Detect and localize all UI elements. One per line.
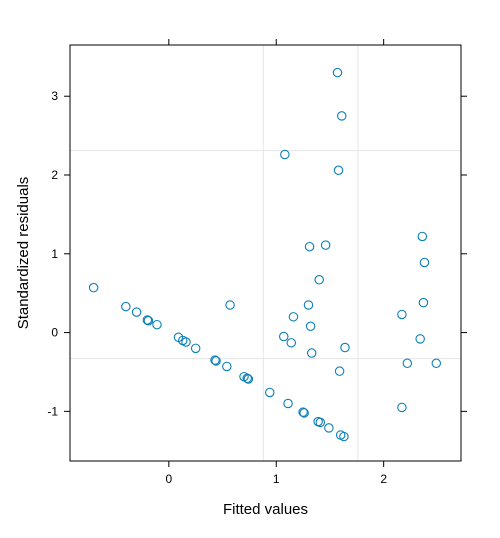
data-points bbox=[88, 67, 442, 442]
data-point bbox=[299, 408, 309, 418]
data-point bbox=[181, 337, 191, 347]
data-point bbox=[402, 358, 413, 369]
data-point bbox=[337, 111, 347, 121]
data-point bbox=[210, 355, 220, 365]
data-point bbox=[431, 358, 442, 369]
data-point bbox=[243, 374, 254, 384]
data-point bbox=[417, 231, 428, 242]
data-point bbox=[298, 407, 308, 417]
data-point bbox=[288, 312, 299, 322]
data-point bbox=[332, 67, 343, 78]
x-tick-label: 0 bbox=[165, 472, 172, 486]
x-tick-label: 2 bbox=[380, 472, 387, 486]
data-point bbox=[222, 361, 232, 372]
data-point bbox=[303, 300, 314, 310]
data-point bbox=[88, 282, 99, 293]
data-point bbox=[225, 300, 235, 310]
data-point bbox=[334, 366, 345, 376]
data-point bbox=[418, 297, 429, 308]
y-tick-label: -1 bbox=[47, 404, 58, 418]
data-point bbox=[152, 319, 162, 330]
data-point bbox=[415, 334, 425, 344]
data-point bbox=[339, 431, 349, 442]
y-tick-label: 0 bbox=[51, 326, 58, 340]
data-point bbox=[265, 387, 275, 398]
data-point bbox=[286, 338, 297, 348]
data-point bbox=[305, 321, 316, 332]
data-point bbox=[280, 149, 290, 160]
data-point bbox=[121, 301, 131, 312]
data-point bbox=[315, 417, 326, 428]
y-axis-title: Standardized residuals bbox=[15, 177, 32, 330]
data-point bbox=[279, 331, 289, 342]
data-point bbox=[190, 343, 201, 354]
y-tick-label: 3 bbox=[51, 89, 58, 103]
data-point bbox=[397, 402, 407, 413]
data-point bbox=[397, 309, 407, 320]
data-point bbox=[333, 165, 344, 176]
data-point bbox=[143, 316, 154, 326]
data-point bbox=[320, 240, 331, 250]
data-point bbox=[314, 275, 324, 285]
data-point bbox=[419, 257, 430, 268]
data-point bbox=[283, 398, 293, 409]
data-point bbox=[242, 373, 252, 384]
grid-lines bbox=[70, 45, 461, 461]
x-axis-title: Fitted values bbox=[223, 501, 308, 518]
axis-ticks: 0 1 2 -1 0 1 2 3 bbox=[47, 39, 467, 486]
data-point bbox=[306, 348, 317, 358]
data-point bbox=[131, 307, 142, 317]
data-point bbox=[324, 423, 334, 433]
data-point bbox=[211, 356, 221, 366]
y-tick-label: 1 bbox=[51, 247, 58, 261]
x-tick-label: 1 bbox=[273, 472, 280, 486]
data-point bbox=[340, 342, 350, 353]
plot-frame bbox=[69, 44, 462, 462]
data-point bbox=[304, 241, 315, 252]
y-tick-label: 2 bbox=[51, 168, 58, 182]
data-point bbox=[142, 315, 153, 325]
